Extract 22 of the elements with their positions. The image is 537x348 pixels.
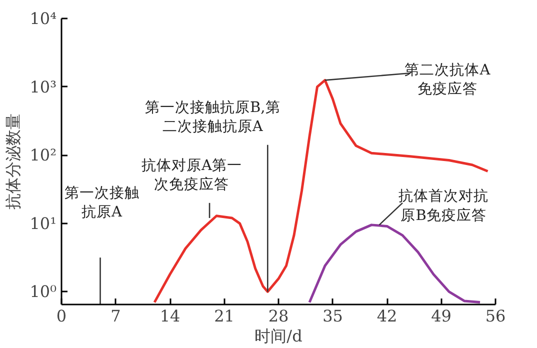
y-tick-label: 10² [30, 146, 57, 165]
y-tick-label: 10⁰ [30, 282, 57, 302]
x-tick-label: 49 [431, 306, 452, 326]
x-tick-label: 14 [160, 306, 180, 326]
x-tick-label: 0 [56, 306, 67, 326]
annotation: 抗体对原A第一次免疫应答 [141, 157, 242, 194]
annotation: 第一次接触抗原A [64, 184, 140, 221]
x-tick-label: 21 [214, 306, 234, 326]
x-axis-title: 时间/d [254, 326, 302, 346]
y-axis-title: 抗体分泌数量 [4, 114, 23, 210]
y-tick-label: 10¹ [30, 214, 57, 233]
x-tick-label: 35 [322, 306, 343, 326]
annotation: 第一次接触抗原B,第二次接触抗原A [144, 98, 280, 136]
x-tick-label: 28 [268, 306, 289, 326]
line-series [308, 224, 482, 304]
annotation: 抗体首次对抗原B免疫应答 [398, 188, 489, 224]
y-tick-label: 10³ [30, 77, 57, 96]
annotation: 第二次抗体A免疫应答 [404, 61, 491, 98]
x-tick-label: 7 [110, 306, 121, 326]
x-tick-label: 56 [485, 306, 506, 326]
y-tick-label: 10⁴ [30, 9, 57, 28]
x-tick-label: 42 [376, 306, 398, 326]
